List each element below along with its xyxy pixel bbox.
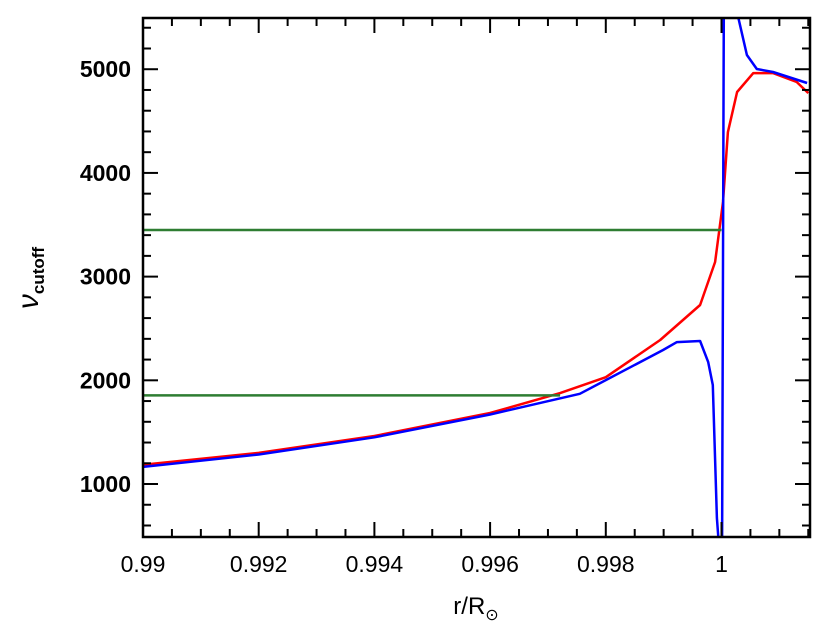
y-axis-label: νcutoff [12, 247, 48, 310]
x-tick-label: 0.99 [121, 551, 166, 577]
y-tick-label: 5000 [80, 56, 131, 82]
y-tick-label: 1000 [80, 471, 131, 497]
x-axis-label-symbol: ⊙ [485, 607, 498, 624]
x-tick-label: 0.996 [461, 551, 519, 577]
x-tick-label: 1 [715, 551, 728, 577]
x-axis-label: r/R⊙ [453, 593, 498, 624]
y-axis-label-subscript: cutoff [29, 247, 48, 295]
series-layer [143, 18, 810, 537]
tick-labels: 0.99 0.992 0.994 0.996 0.998 1 1000 2000 3000 400… [80, 56, 728, 577]
x-tick-label: 0.994 [346, 551, 404, 577]
series-line-1 [143, 18, 808, 537]
plot-frame [141, 16, 812, 539]
series-line-0 [143, 71, 810, 467]
y-tick-label: 3000 [80, 264, 131, 290]
x-tick-label: 0.998 [577, 551, 635, 577]
tick-layer [142, 18, 810, 537]
y-tick-label: 4000 [80, 160, 131, 186]
y-tick-label: 2000 [80, 367, 131, 393]
x-tick-label: 0.992 [230, 551, 288, 577]
